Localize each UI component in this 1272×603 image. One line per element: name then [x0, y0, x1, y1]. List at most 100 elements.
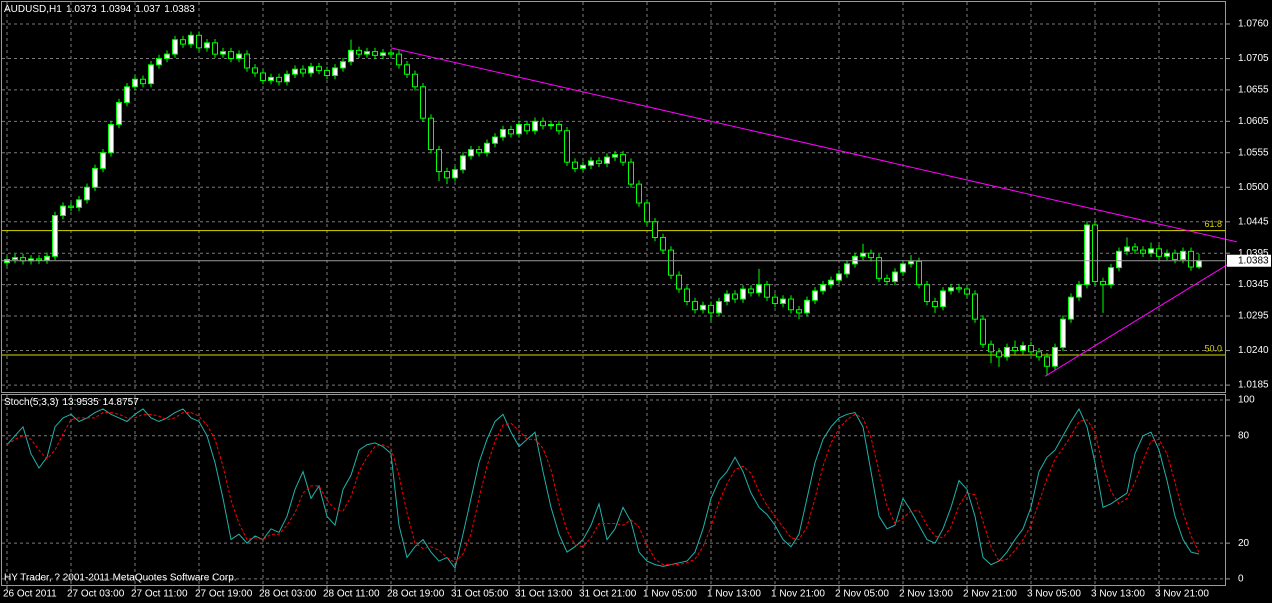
candle-body [340, 61, 346, 69]
candle-body [1004, 346, 1010, 358]
candle-body [308, 66, 314, 74]
x-tick-label: 28 Oct 03:00 [259, 589, 317, 600]
candle-body [1164, 252, 1170, 257]
candle-body [972, 293, 978, 320]
candle-body [420, 86, 426, 119]
y-tick-label: 1.0345 [1238, 279, 1269, 290]
candle-body [844, 263, 850, 275]
candle-body [556, 123, 562, 132]
candle-body [260, 72, 266, 82]
candle-body [412, 73, 418, 88]
level-label: 61.8 [1204, 219, 1222, 229]
candle-body [1084, 224, 1090, 286]
candle-body [564, 130, 570, 163]
candle-body [1196, 260, 1202, 268]
candle-body [180, 39, 186, 45]
x-tick-label: 27 Oct 03:00 [67, 589, 125, 600]
x-tick-label: 28 Oct 19:00 [387, 589, 445, 600]
candle-body [516, 123, 522, 135]
candle-body [172, 39, 178, 55]
y-tick-label: 1.0555 [1238, 147, 1269, 158]
close: 1.0383 [164, 4, 195, 15]
candle-body [684, 288, 690, 303]
candle-body [860, 252, 866, 257]
candle-body [228, 51, 234, 60]
candle-body [468, 149, 474, 157]
price-label-box [1227, 254, 1271, 267]
candle-body [724, 293, 730, 303]
x-tick-label: 3 Nov 21:00 [1155, 589, 1209, 600]
candle-body [1188, 250, 1194, 268]
candle-body [188, 34, 194, 45]
candle-body [1044, 356, 1050, 367]
candle-body [364, 51, 370, 55]
level-label: 50.0 [1204, 343, 1222, 353]
candle-body [852, 255, 858, 265]
candle-body [836, 273, 842, 281]
candle-body [572, 161, 578, 169]
candle-body [324, 69, 330, 76]
y-tick-label: 0 [1238, 574, 1244, 585]
candle-body [780, 298, 786, 304]
y-tick-label: 1.0185 [1238, 380, 1269, 391]
candle-body [156, 58, 162, 66]
x-tick-label: 31 Oct 21:00 [579, 589, 637, 600]
symbol: AUDUSD,H1 [4, 4, 62, 15]
candle-body [244, 53, 250, 69]
x-tick-label: 28 Oct 11:00 [323, 589, 380, 600]
candle-body [36, 258, 42, 261]
x-tick-label: 1 Nov 21:00 [771, 589, 825, 600]
candle-body [452, 169, 458, 179]
candle-body [300, 68, 306, 74]
candle-body [436, 149, 442, 173]
stoch-title: Stoch(5,3,3) [4, 397, 58, 408]
y-tick-label: 1.0760 [1238, 19, 1269, 30]
candle-body [532, 120, 538, 132]
candle-body [900, 263, 906, 273]
candle-body [52, 215, 58, 257]
candle-body [1020, 345, 1026, 352]
candle-body [620, 154, 626, 163]
candle-body [1124, 246, 1130, 252]
y-tick-label: 1.0445 [1238, 216, 1269, 227]
candle-body [772, 296, 778, 304]
candle-body [68, 205, 74, 208]
candle-body [444, 171, 450, 179]
x-tick-label: 3 Nov 05:00 [1027, 589, 1081, 600]
main-panel-frame [1, 1, 1226, 393]
candle-body [508, 128, 514, 135]
candle-body [524, 123, 530, 132]
candle-body [660, 237, 666, 251]
stoch-main: 13.9535 [62, 397, 99, 408]
candle-body [548, 123, 554, 127]
candle-body [988, 343, 994, 353]
candle-body [12, 257, 18, 260]
candle-body [140, 78, 146, 85]
stoch-signal: 14.8757 [103, 397, 140, 408]
y-tick-label: 1.0395 [1238, 248, 1269, 259]
candle-body [1156, 248, 1162, 257]
candle-body [124, 86, 130, 103]
candle-body [748, 288, 754, 294]
candle-body [1148, 248, 1154, 254]
x-tick-label: 31 Oct 13:00 [515, 589, 573, 600]
high: 1.0394 [101, 4, 132, 15]
candle-body [596, 160, 602, 164]
candle-body [1092, 224, 1098, 282]
candle-body [44, 255, 50, 261]
candle-body [84, 186, 90, 201]
candle-body [708, 304, 714, 314]
candle-body [932, 301, 938, 308]
stoch-line [6, 407, 1200, 570]
candle-body [196, 34, 202, 49]
candle-body [636, 183, 642, 204]
stoch-panel-frame [1, 394, 1226, 586]
candle-body [164, 53, 170, 60]
x-tick-label: 27 Oct 11:00 [131, 589, 188, 600]
candle-body [868, 252, 874, 259]
candle-body [76, 199, 82, 208]
candle-body [892, 271, 898, 282]
candle-body [284, 73, 290, 83]
y-tick-label: 80 [1238, 430, 1250, 441]
